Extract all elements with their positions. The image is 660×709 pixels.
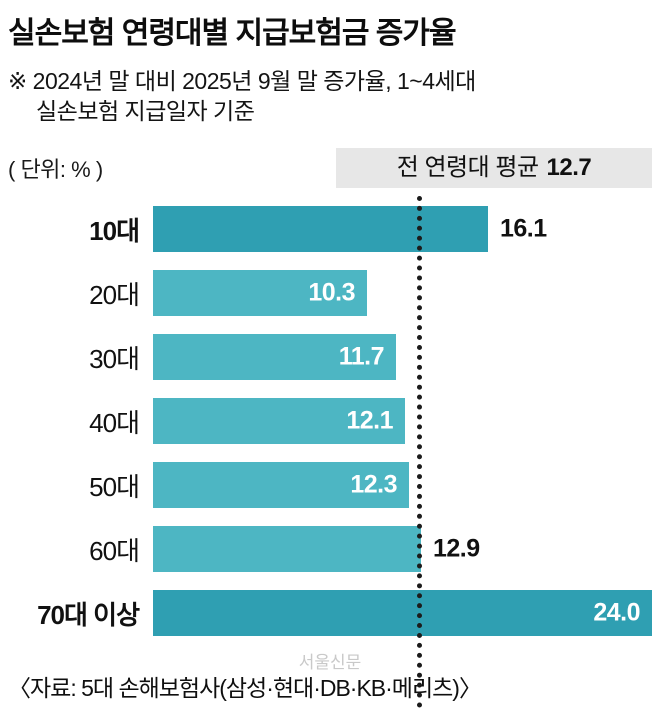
bar: [153, 398, 405, 444]
value-label: 12.3: [350, 470, 397, 499]
category-label: 20대: [89, 279, 140, 310]
bar: [153, 206, 488, 252]
bar: [153, 590, 652, 636]
chart-title: 실손보험 연령대별 지급보험금 증가율: [8, 17, 457, 50]
bar-track: 12.3: [153, 462, 652, 508]
chart-row: 50대 12.3: [8, 462, 652, 508]
chart-row: 40대 12.1: [8, 398, 652, 444]
chart-row: 30대 11.7: [8, 334, 652, 380]
chart-row: 20대 10.3: [8, 270, 652, 316]
bar-track: 11.7: [153, 334, 652, 380]
bar-track: 10.3: [153, 270, 652, 316]
value-label: 12.1: [346, 406, 393, 435]
value-label: 12.9: [433, 534, 480, 563]
chart-row: 70대 이상 24.0: [8, 590, 652, 636]
bar-track: 24.0: [153, 590, 652, 636]
average-dotted-line: [417, 196, 422, 708]
value-label: 16.1: [500, 214, 547, 243]
average-label: 전 연령대 평균: [396, 154, 539, 181]
chart-row: 10대 16.1: [8, 206, 652, 252]
category-label: 50대: [89, 471, 140, 502]
bar: [153, 526, 421, 572]
bar-track: 12.9: [153, 526, 652, 572]
unit-label: ( 단위: % ): [8, 157, 103, 182]
subtitle-line-2: 실손보험 지급일자 기준: [36, 98, 255, 124]
chart-row: 60대 12.9: [8, 526, 652, 572]
bar-chart: 10대 16.1 20대 10.3 30대 11.7 40대 12.1 50대 12.3 60대 12…: [8, 196, 652, 708]
subtitle-line-1: ※ 2024년 말 대비 2025년 9월 말 증가율, 1~4세대: [8, 68, 476, 94]
average-value: 12.7: [546, 154, 592, 181]
watermark: 서울신문: [298, 653, 362, 672]
category-label: 40대: [89, 407, 140, 438]
category-label: 30대: [89, 343, 140, 374]
value-label: 11.7: [338, 342, 385, 371]
chart-subtitle: ※ 2024년 말 대비 2025년 9월 말 증가율, 1~4세대 실손보험 …: [8, 66, 652, 126]
bar: [153, 270, 367, 316]
value-label: 24.0: [593, 598, 640, 627]
category-label: 70대 이상: [37, 599, 140, 630]
meta-row: ( 단위: % ) 전 연령대 평균 12.7: [8, 148, 652, 188]
bar-track: 12.1: [153, 398, 652, 444]
category-label: 10대: [89, 215, 140, 246]
bar: [153, 334, 396, 380]
source-note: 〈자료: 5대 손해보험사(삼성·현대·DB·KB·메리츠)〉: [8, 675, 482, 701]
category-label: 60대: [89, 535, 140, 566]
average-callout: 전 연령대 평균 12.7: [336, 148, 652, 188]
value-label: 10.3: [308, 278, 355, 307]
bar-track: 16.1: [153, 206, 652, 252]
bar: [153, 462, 409, 508]
